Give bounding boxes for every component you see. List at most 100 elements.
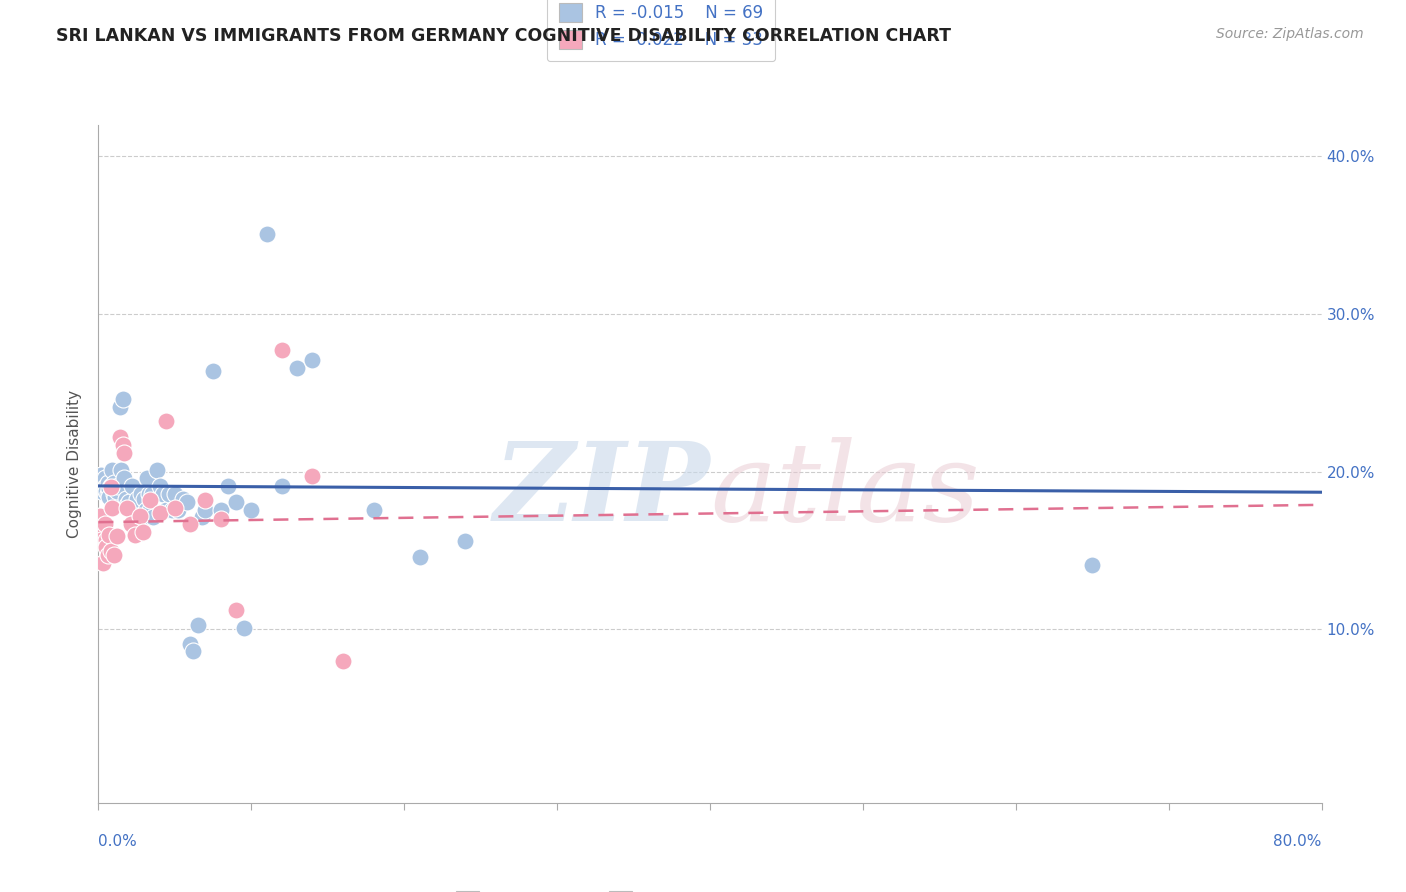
Point [89, 508, 111, 523]
Point [98, 482, 121, 496]
Point [112, 471, 135, 485]
Point [167, 502, 190, 516]
Point [454, 534, 477, 549]
Point [240, 502, 263, 516]
Point [103, 487, 125, 501]
Point [139, 502, 162, 516]
Point [152, 487, 174, 501]
Point [332, 654, 354, 668]
Text: ZIP: ZIP [494, 437, 710, 545]
Point [232, 621, 254, 635]
Point [187, 617, 209, 632]
Point [157, 487, 180, 501]
Point [176, 494, 198, 508]
Point [256, 227, 278, 241]
Point [97, 487, 120, 501]
Point [93, 516, 115, 531]
Point [107, 479, 129, 493]
Point [163, 487, 186, 501]
Point [111, 392, 134, 407]
Point [98, 528, 121, 542]
Point [225, 603, 247, 617]
Point [132, 510, 155, 524]
Point [209, 502, 232, 516]
Point [225, 494, 247, 508]
Point [155, 502, 177, 516]
Point [117, 500, 139, 515]
Point [91, 556, 114, 570]
Point [93, 471, 115, 485]
Point [100, 543, 122, 558]
Point [121, 479, 143, 493]
Point [115, 491, 138, 506]
Point [100, 481, 122, 495]
Point [160, 502, 183, 516]
Point [270, 343, 292, 358]
Point [134, 491, 156, 506]
Point [128, 508, 150, 523]
Point [93, 482, 115, 496]
Point [94, 541, 117, 555]
Point [181, 644, 204, 658]
Point [155, 414, 177, 428]
Point [94, 533, 117, 547]
Point [136, 471, 159, 485]
Point [101, 500, 124, 515]
Point [408, 549, 430, 564]
Text: atlas: atlas [710, 437, 980, 545]
Point [141, 487, 163, 501]
Point [270, 479, 292, 493]
Point [142, 510, 165, 524]
Point [111, 438, 134, 452]
Point [209, 512, 232, 526]
Point [108, 400, 131, 414]
Point [108, 430, 131, 444]
Point [128, 526, 150, 541]
Point [112, 446, 135, 460]
Point [138, 487, 160, 501]
Point [110, 463, 132, 477]
Point [91, 485, 114, 500]
Point [94, 483, 117, 498]
Point [118, 494, 141, 508]
Point [363, 502, 385, 516]
Point [97, 549, 120, 563]
Point [91, 475, 114, 490]
Point [89, 469, 111, 483]
Point [117, 498, 139, 512]
Point [125, 491, 148, 506]
Point [124, 528, 146, 542]
Text: 0.0%: 0.0% [98, 834, 138, 849]
Point [179, 516, 201, 531]
Y-axis label: Cognitive Disability: Cognitive Disability [67, 390, 83, 538]
Point [194, 493, 217, 508]
Point [101, 463, 124, 477]
Point [98, 490, 121, 504]
Text: SRI LANKAN VS IMMIGRANTS FROM GERMANY COGNITIVE DISABILITY CORRELATION CHART: SRI LANKAN VS IMMIGRANTS FROM GERMANY CO… [56, 27, 952, 45]
Point [103, 549, 125, 563]
Point [97, 475, 120, 490]
Point [172, 491, 194, 506]
Point [90, 477, 112, 491]
Point [149, 506, 172, 520]
Point [122, 502, 145, 516]
Point [163, 500, 186, 515]
Point [1081, 558, 1104, 572]
Point [194, 502, 217, 516]
Point [120, 516, 142, 531]
Point [301, 352, 323, 367]
Text: Source: ZipAtlas.com: Source: ZipAtlas.com [1216, 27, 1364, 41]
Point [139, 493, 162, 508]
Point [103, 475, 125, 490]
Point [90, 524, 112, 539]
Point [90, 467, 112, 482]
Point [132, 524, 155, 539]
Text: 80.0%: 80.0% [1274, 834, 1322, 849]
Point [105, 483, 128, 498]
Point [191, 510, 214, 524]
Point [94, 479, 117, 493]
Legend: Sri Lankans, Immigrants from Germany: Sri Lankans, Immigrants from Germany [450, 884, 873, 892]
Point [217, 479, 239, 493]
Point [104, 490, 127, 504]
Point [149, 479, 172, 493]
